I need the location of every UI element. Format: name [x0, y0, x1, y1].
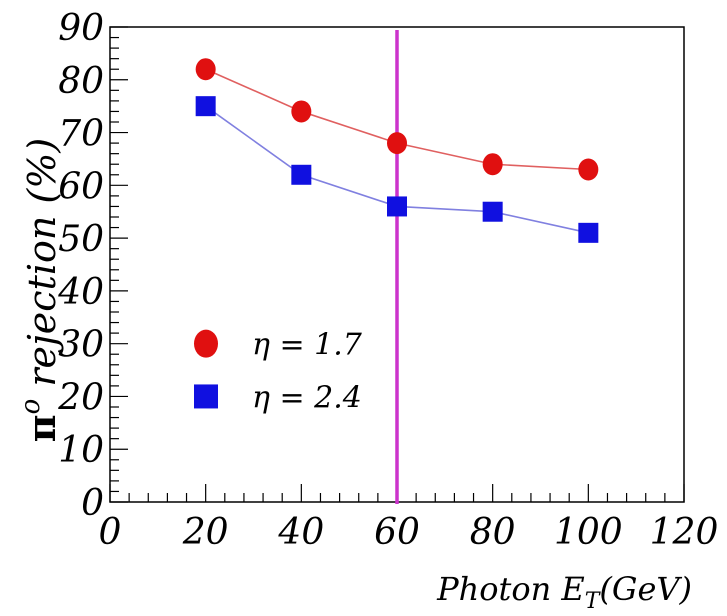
x-tick-label: 100 — [554, 512, 623, 553]
y-tick-label: 20 — [57, 377, 104, 418]
data-point-square — [482, 201, 503, 222]
tick-labels: 0 20 40 60 80 100 120 0 10 20 30 40 50 60 70 80 90 — [57, 8, 718, 553]
y-tick-label: 60 — [58, 166, 104, 207]
axis-ticks — [109, 26, 685, 503]
data-point-circle — [291, 100, 312, 123]
y-tick-label: 80 — [58, 61, 104, 102]
data-point-square — [578, 222, 599, 243]
y-tick-label: 10 — [58, 430, 104, 471]
data-point-circle — [387, 132, 407, 155]
x-tick-label: 60 — [374, 512, 420, 553]
x-tick-label: 0 — [99, 512, 122, 553]
y-tick-label: 90 — [58, 8, 104, 49]
y-tick-label: 0 — [81, 483, 104, 524]
data-point-square — [195, 96, 216, 117]
legend-marker-circle — [194, 329, 218, 358]
y-tick-label: 50 — [58, 219, 104, 260]
data-point-square — [387, 196, 407, 217]
y-tick-label: 30 — [58, 325, 104, 366]
data-point-square — [291, 164, 312, 185]
legend: η = 1.7 η = 2.4 — [194, 328, 363, 415]
data-point-circle — [482, 153, 503, 176]
legend-label: η = 1.7 — [252, 328, 363, 363]
data-point-circle — [578, 158, 599, 181]
legend-label: η = 2.4 — [252, 380, 362, 415]
y-tick-label: 40 — [57, 272, 104, 313]
legend-marker-square — [194, 384, 218, 409]
x-tick-label: 20 — [182, 512, 229, 553]
y-axis-title: πo rejection (%) — [16, 138, 64, 442]
x-axis-title: Photon ET(GeV) — [436, 570, 692, 614]
data-point-circle — [195, 58, 216, 81]
y-tick-label: 70 — [58, 114, 104, 155]
x-tick-label: 80 — [470, 512, 516, 553]
x-tick-label: 40 — [277, 512, 324, 553]
x-tick-label: 120 — [650, 512, 719, 553]
series-layer — [195, 58, 599, 243]
